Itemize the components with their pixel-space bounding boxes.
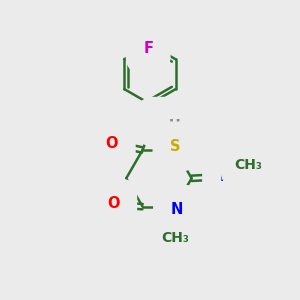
Text: S: S (170, 139, 181, 154)
Text: CH₃: CH₃ (161, 231, 189, 245)
Text: N: N (154, 114, 167, 129)
Text: N: N (220, 169, 232, 184)
Text: O: O (107, 196, 120, 211)
Text: CH₃: CH₃ (235, 158, 262, 172)
Text: F: F (143, 41, 153, 56)
Text: O: O (106, 136, 118, 151)
Text: H: H (169, 118, 180, 132)
Text: N: N (171, 202, 183, 217)
